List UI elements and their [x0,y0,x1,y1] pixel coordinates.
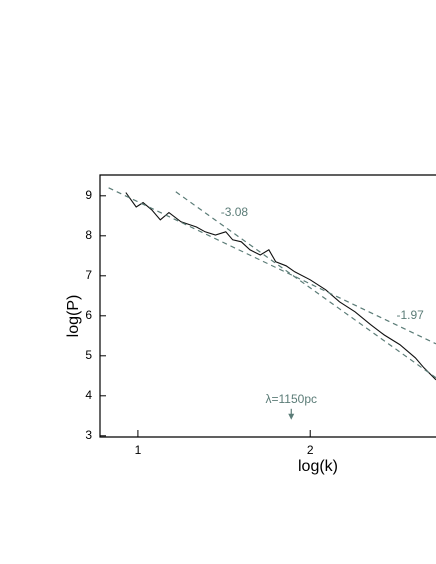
x-tick-label: 2 [307,443,314,457]
annotation: λ=1150pc [266,392,318,406]
y-tick-label: 9 [85,188,92,202]
x-tick-label: 1 [135,443,142,457]
annotation: -1.97 [396,308,424,322]
plot-frame [99,174,436,438]
y-tick-label: 5 [85,348,92,362]
fit-line [175,191,436,379]
data-line [125,192,436,381]
y-tick-label: 3 [85,428,92,442]
y-tick-label: 8 [85,228,92,242]
arrow-head [288,413,295,420]
y-tick-label: 7 [85,268,92,282]
annotation: -3.08 [221,205,249,219]
x-axis-label: log(k) [298,458,338,475]
y-axis-label: log(P) [65,295,82,338]
fit-line [108,187,436,345]
y-tick-label: 6 [85,308,92,322]
y-tick-label: 4 [85,388,92,402]
